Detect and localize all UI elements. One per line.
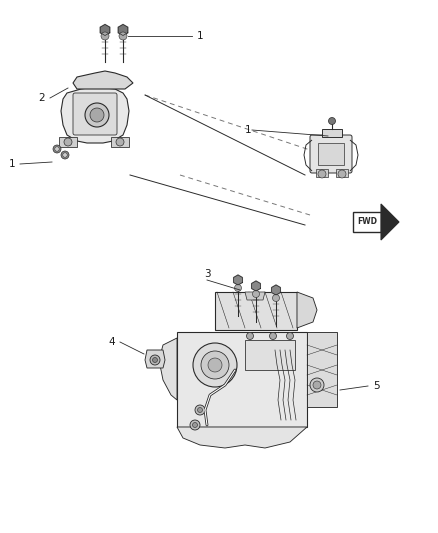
Text: 1: 1: [9, 159, 15, 169]
Circle shape: [247, 333, 254, 340]
Circle shape: [192, 423, 198, 427]
Bar: [353, 212, 381, 232]
Bar: [307, 332, 337, 407]
Polygon shape: [381, 204, 399, 240]
Circle shape: [193, 343, 237, 387]
Circle shape: [198, 408, 202, 413]
Circle shape: [61, 151, 69, 159]
Circle shape: [150, 355, 160, 365]
Text: 1: 1: [197, 31, 203, 41]
Circle shape: [195, 405, 205, 415]
Text: 4: 4: [109, 337, 115, 347]
Polygon shape: [159, 338, 177, 400]
Bar: [336, 169, 348, 177]
Polygon shape: [245, 292, 265, 300]
Circle shape: [328, 117, 336, 125]
Bar: [245, 340, 295, 370]
Circle shape: [119, 32, 127, 40]
Circle shape: [63, 153, 67, 157]
Polygon shape: [177, 427, 307, 448]
Polygon shape: [118, 25, 128, 36]
Bar: [318, 143, 344, 165]
Polygon shape: [297, 292, 317, 328]
Circle shape: [286, 333, 293, 340]
Circle shape: [269, 333, 276, 340]
Circle shape: [116, 138, 124, 146]
Circle shape: [310, 378, 324, 392]
Circle shape: [55, 147, 59, 151]
Bar: [59, 137, 77, 147]
Circle shape: [53, 145, 61, 153]
Bar: [322, 129, 342, 137]
Text: 5: 5: [373, 381, 379, 391]
FancyBboxPatch shape: [310, 135, 352, 173]
Circle shape: [272, 295, 279, 302]
Circle shape: [101, 32, 109, 40]
Text: 2: 2: [39, 93, 45, 103]
Circle shape: [338, 170, 346, 178]
Text: FWD: FWD: [357, 217, 377, 227]
Circle shape: [201, 351, 229, 379]
Circle shape: [252, 290, 259, 297]
Circle shape: [318, 170, 326, 178]
Circle shape: [234, 285, 241, 292]
Polygon shape: [100, 25, 110, 36]
Circle shape: [152, 358, 158, 362]
Bar: [177, 332, 307, 427]
Circle shape: [64, 138, 72, 146]
Polygon shape: [272, 285, 280, 295]
Polygon shape: [252, 281, 260, 291]
FancyBboxPatch shape: [215, 292, 297, 330]
Polygon shape: [233, 275, 242, 285]
Polygon shape: [145, 350, 165, 368]
Text: 1: 1: [245, 125, 251, 135]
Circle shape: [208, 358, 222, 372]
Circle shape: [313, 381, 321, 389]
Polygon shape: [73, 71, 133, 89]
Polygon shape: [61, 87, 129, 143]
FancyBboxPatch shape: [73, 93, 117, 135]
Circle shape: [85, 103, 109, 127]
Bar: [111, 137, 129, 147]
Bar: [316, 169, 328, 177]
Circle shape: [90, 108, 104, 122]
Circle shape: [190, 420, 200, 430]
Text: 3: 3: [204, 269, 210, 279]
